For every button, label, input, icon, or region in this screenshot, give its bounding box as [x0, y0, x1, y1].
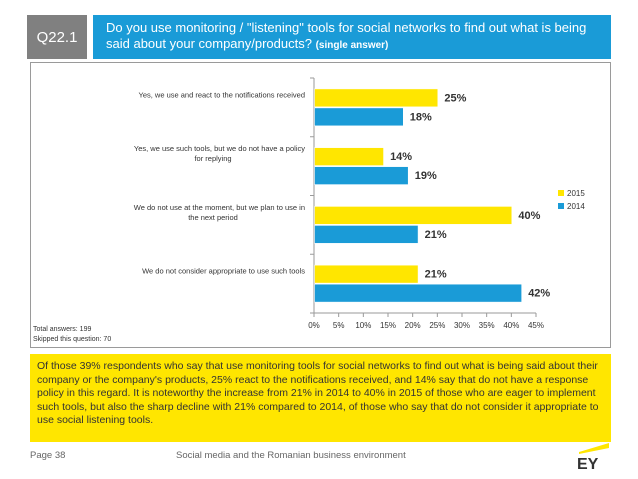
data-label-2015-3: 40%	[518, 210, 540, 222]
summary-box: Of those 39% respondents who say that us…	[30, 354, 611, 442]
data-label-2015-2: 14%	[390, 151, 412, 163]
bar-2014-2	[314, 166, 409, 185]
bar-2015-4	[314, 264, 419, 284]
question-text: Do you use monitoring / "listening" tool…	[106, 20, 587, 51]
total-answers: Total answers: 199	[33, 326, 92, 333]
x-tick-label: 45%	[528, 321, 544, 330]
bar-2015-3	[314, 206, 513, 225]
data-label-2014-4: 42%	[528, 288, 550, 300]
ey-logo-beam-icon	[579, 443, 609, 454]
ey-logo: EY	[577, 443, 609, 470]
x-tick-label: 0%	[308, 321, 320, 330]
question-note: (single answer)	[315, 40, 389, 51]
x-tick-label: 35%	[479, 321, 495, 330]
bar-2015-2	[314, 147, 384, 166]
question-number-badge: Q22.1	[27, 15, 87, 59]
bar-2014-4	[314, 283, 522, 303]
ey-logo-text: EY	[577, 456, 599, 470]
skipped-answers: Skipped this question: 70	[33, 335, 112, 343]
legend-label-2014: 2014	[567, 202, 585, 211]
category-label: Yes, we use such tools, but we do not ha…	[134, 144, 305, 153]
category-label: We do not use at the moment, but we plan…	[134, 203, 305, 212]
bar-2014-3	[314, 225, 419, 244]
totals-note: Total answers: 199 Skipped this question…	[33, 325, 111, 344]
legend-swatch-2014	[558, 203, 564, 209]
bar-2015-1	[314, 88, 439, 108]
category-label: Yes, we use and react to the notificatio…	[139, 90, 306, 99]
x-tick-label: 30%	[454, 321, 470, 330]
chart-panel: 0% 5% 10% 15% 20% 25% 30% 35% 40% 45% Yes, we use …	[30, 62, 611, 348]
legend-label-2015: 2015	[567, 189, 585, 198]
data-label-2015-1: 25%	[444, 92, 466, 104]
question-header: Do you use monitoring / "listening" tool…	[93, 15, 611, 59]
data-label-2014-2: 19%	[415, 170, 437, 182]
x-tick-label: 25%	[429, 321, 445, 330]
category-label: We do not consider appropriate to use su…	[142, 267, 305, 276]
x-tick-label: 20%	[405, 321, 421, 330]
legend-swatch-2015	[558, 190, 564, 196]
x-tick-label: 15%	[380, 321, 396, 330]
question-number: Q22.1	[36, 28, 78, 46]
page-number: Page 38	[30, 450, 66, 461]
data-label-2014-1: 18%	[410, 111, 432, 123]
category-label: for replying	[194, 154, 231, 163]
data-label-2015-4: 21%	[425, 269, 447, 281]
x-tick-label: 5%	[333, 321, 345, 330]
category-label: the next period	[188, 213, 238, 222]
x-tick-label: 10%	[355, 321, 371, 330]
bar-2014-1	[314, 107, 404, 127]
footer-title: Social media and the Romanian business e…	[176, 450, 406, 461]
x-tick-label: 40%	[503, 321, 519, 330]
data-label-2014-3: 21%	[425, 229, 447, 241]
bar-chart: 0% 5% 10% 15% 20% 25% 30% 35% 40% 45% Yes, we use …	[134, 77, 585, 330]
